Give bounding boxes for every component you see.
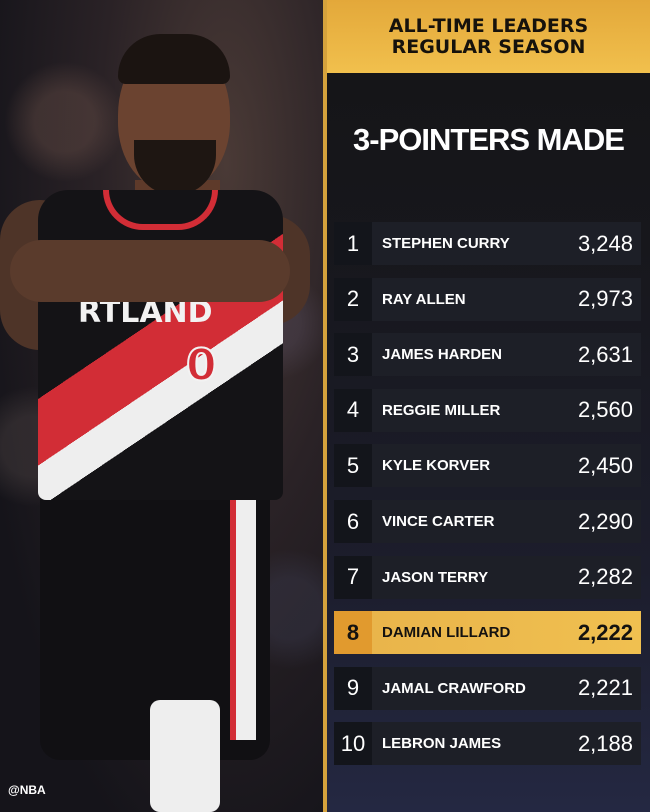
rank-cell: 6 — [334, 500, 372, 543]
player-name: JAMAL CRAWFORD — [382, 679, 526, 697]
leader-row: 1 STEPHEN CURRY 3,248 — [334, 222, 641, 265]
jersey-number: 0 — [185, 339, 218, 392]
player-forearm — [10, 240, 290, 302]
header-banner: ALL-TIME LEADERS REGULAR SEASON — [327, 0, 650, 73]
player-hair — [118, 34, 230, 84]
leaders-panel: ALL-TIME LEADERS REGULAR SEASON 3-POINTE… — [323, 0, 650, 812]
leader-row: 10 LEBRON JAMES 2,188 — [334, 722, 641, 766]
player-photo: RTLAND 0 @NBA — [0, 0, 323, 812]
banner-line-2: REGULAR SEASON — [391, 35, 586, 58]
rank-cell: 4 — [334, 388, 372, 432]
stat-title: 3-POINTERS MADE — [353, 122, 625, 157]
player-name: STEPHEN CURRY — [382, 235, 510, 252]
player-name: REGGIE MILLER — [382, 401, 501, 419]
leader-row: 7 JASON TERRY 2,282 — [334, 555, 641, 599]
player-name: RAY ALLEN — [382, 290, 466, 308]
three-pointers-value: 2,221 — [577, 675, 633, 701]
player-name: VINCE CARTER — [382, 513, 495, 530]
rank-cell: 1 — [334, 222, 372, 265]
rank-cell: 3 — [334, 333, 372, 377]
player-name: DAMIAN LILLARD — [382, 624, 511, 642]
rank-cell: 9 — [334, 666, 372, 710]
player-name: LEBRON JAMES — [382, 735, 502, 753]
three-pointers-value: 2,450 — [577, 452, 633, 478]
player-name: KYLE KORVER — [382, 457, 491, 475]
leader-row: 4 REGGIE MILLER 2,560 — [334, 388, 641, 432]
leader-row-highlighted: 8 DAMIAN LILLARD 2,222 — [334, 611, 641, 655]
nba-watermark: @NBA — [8, 783, 46, 797]
player-name: JASON TERRY — [382, 568, 489, 586]
rank-cell: 8 — [334, 611, 372, 655]
three-pointers-value: 3,248 — [577, 230, 633, 256]
leader-row: 5 KYLE KORVER 2,450 — [334, 444, 641, 488]
player-name: JAMES HARDEN — [382, 346, 503, 364]
rank-cell: 10 — [334, 722, 372, 766]
player-leg-sleeve — [150, 700, 220, 812]
leader-row: 2 RAY ALLEN 2,973 — [334, 277, 641, 321]
rank-cell: 7 — [334, 555, 372, 599]
leader-row: 9 JAMAL CRAWFORD 2,221 — [334, 666, 641, 710]
leader-row: 3 JAMES HARDEN 2,631 — [334, 333, 641, 377]
three-pointers-value: 2,973 — [577, 286, 633, 312]
shorts-stripe — [230, 490, 256, 740]
banner-line-1: ALL-TIME LEADERS — [388, 14, 589, 37]
three-pointers-value: 2,222 — [577, 619, 633, 645]
player-jersey: RTLAND 0 — [38, 190, 283, 500]
jersey-collar — [103, 190, 218, 230]
rank-cell: 5 — [334, 444, 372, 488]
three-pointers-value: 2,282 — [577, 564, 633, 590]
leader-row: 6 VINCE CARTER 2,290 — [334, 500, 641, 543]
three-pointers-value: 2,188 — [577, 730, 633, 756]
three-pointers-value: 2,290 — [577, 508, 633, 534]
rank-cell: 2 — [334, 277, 372, 321]
three-pointers-value: 2,560 — [577, 397, 633, 423]
three-pointers-value: 2,631 — [577, 341, 633, 367]
